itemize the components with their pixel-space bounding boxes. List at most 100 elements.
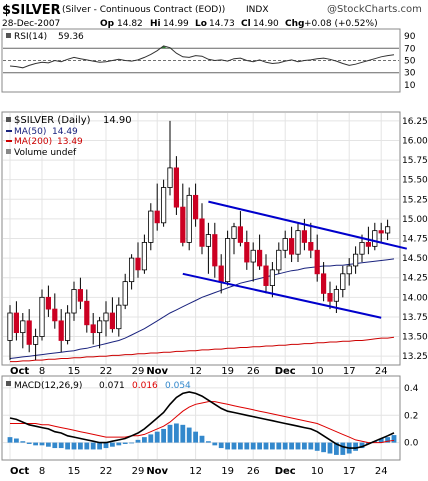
candle: [148, 203, 154, 251]
candle: [20, 313, 26, 349]
macd-hist-bar: [46, 442, 51, 447]
rsi-tick-label: 10: [404, 81, 416, 91]
candle: [320, 262, 327, 302]
macd-hist-bar: [14, 438, 19, 443]
chg-value: +0.08 (+0.52%): [304, 19, 378, 29]
candle: [352, 246, 359, 274]
candle: [224, 230, 231, 286]
price-tick-label: 15.25: [402, 195, 428, 205]
candle: [103, 301, 109, 337]
macd-hist-bar: [142, 437, 147, 443]
macd-hist-bar: [302, 442, 307, 450]
candle: [295, 222, 301, 263]
price-tick-label: 16.25: [402, 117, 428, 127]
macd-hist-bar: [250, 442, 256, 450]
rsi-legend-label: RSI(14): [14, 32, 47, 42]
x-tick-label: Nov: [146, 466, 168, 477]
x-tick-label: 15: [68, 366, 81, 377]
price-legend-swatch: [6, 117, 11, 122]
candle: [33, 328, 39, 361]
macd-hist-bar: [270, 442, 275, 450]
macd-hist-bar: [321, 442, 326, 453]
candle: [212, 222, 218, 278]
price-tick-label: 14.25: [402, 274, 428, 284]
volume-legend-label: Volume undef: [14, 148, 77, 158]
candle: [340, 265, 346, 298]
macd-hist-bar: [353, 442, 358, 451]
price-tick-label: 16.00: [402, 136, 428, 146]
macd-hist-bar: [218, 442, 224, 449]
candle: [199, 203, 205, 255]
macd-hist-bar: [58, 442, 64, 449]
x-tick-label: 15: [68, 466, 81, 477]
x-tick-label: Nov: [146, 366, 168, 377]
candle: [173, 156, 179, 215]
macd-hist-bar: [110, 442, 115, 447]
price-tick-label: 13.25: [402, 352, 428, 362]
channel-upper-line: [208, 200, 408, 250]
macd-legend-v1: 0.071: [99, 381, 125, 391]
candle: [160, 179, 167, 227]
macd-hist-bar: [225, 442, 230, 450]
candle: [154, 183, 160, 231]
macd-hist-bar: [340, 442, 346, 455]
macd-hist-bar: [65, 442, 70, 450]
macd-tick-label: 0.0: [404, 439, 419, 449]
quote-date: 28-Dec-2007: [2, 19, 60, 29]
macd-hist-bar: [244, 442, 250, 450]
hi-label: Hi: [150, 19, 161, 29]
x-tick-label: 22: [100, 366, 113, 377]
candle: [327, 281, 333, 310]
macd-hist-bar: [378, 438, 384, 443]
candle: [7, 305, 13, 361]
x-tick-label: 8: [39, 466, 45, 477]
rsi-tick-label: 30: [404, 69, 416, 79]
candle: [186, 187, 192, 251]
x-tick-label: 10: [311, 466, 324, 477]
x-tick-label: 22: [100, 466, 113, 477]
candle: [276, 242, 282, 274]
price-tick-label: 14.75: [402, 235, 428, 245]
candle: [167, 120, 173, 196]
x-tick-label: 24: [375, 466, 388, 477]
macd-line: [9, 391, 395, 449]
macd-hist-bar: [199, 435, 205, 443]
candle: [282, 230, 288, 259]
candle: [26, 309, 32, 353]
candle: [263, 254, 269, 294]
macd-hist-bar: [129, 442, 134, 444]
macd-tick-label: 0.2: [404, 411, 418, 421]
macd-hist-bar: [180, 424, 186, 443]
candle: [256, 234, 263, 270]
macd-hist-bar: [167, 424, 173, 443]
macd-hist-bar: [334, 442, 339, 455]
volume-legend-swatch: [6, 149, 11, 154]
cl-value: 14.90: [253, 19, 279, 29]
macd-hist-bar: [186, 427, 192, 443]
candle: [237, 211, 243, 247]
candle: [192, 183, 199, 227]
candle: [180, 183, 186, 247]
x-tick-label: 10: [311, 366, 324, 377]
macd-hist-bar: [122, 442, 128, 444]
candle: [231, 222, 237, 255]
symbol-title: $SILVER: [2, 3, 61, 18]
macd-hist-bar: [71, 442, 77, 450]
lo-label: Lo: [195, 19, 207, 29]
price-legend-value: 14.90: [103, 115, 132, 126]
candle: [84, 289, 90, 333]
price-tick-label: 15.75: [402, 156, 428, 166]
channel-lower-line: [182, 272, 382, 319]
macd-hist-bar: [385, 437, 390, 443]
macd-hist-bar: [206, 441, 211, 443]
candle: [372, 222, 378, 251]
x-tick-label: 8: [39, 366, 45, 377]
macd-hist-bar: [308, 442, 314, 450]
candle: [128, 254, 135, 290]
rsi-legend-swatch: [6, 33, 11, 38]
macd-legend-label: MACD(12,26,9): [14, 381, 82, 391]
x-tick-label: 26: [247, 366, 260, 377]
macd-hist-bar: [263, 442, 269, 450]
candle: [109, 297, 115, 333]
